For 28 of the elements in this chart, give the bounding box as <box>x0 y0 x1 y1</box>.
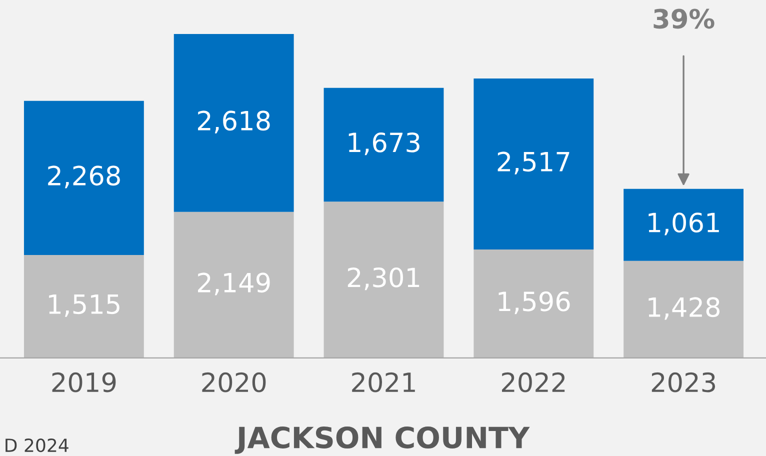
bar <box>624 260 744 358</box>
x-tick-label: 2021 <box>352 372 415 392</box>
bar <box>324 88 444 202</box>
data-label: 2,149 <box>198 272 270 296</box>
data-label: 1,596 <box>498 291 570 314</box>
x-tick-label: 2022 <box>502 372 565 392</box>
annotation: 39% <box>654 8 714 29</box>
data-label: 2,268 <box>48 166 120 188</box>
x-tick-label: 2020 <box>202 372 266 392</box>
bar <box>174 212 294 358</box>
text: JACKSON COUNTY <box>234 426 530 454</box>
x-tick-label: 2019 <box>52 372 116 392</box>
bar <box>24 100 144 256</box>
data-label: 1,515 <box>49 294 120 317</box>
data-label: 1,061 <box>648 212 719 236</box>
bar <box>174 34 294 212</box>
bar <box>624 188 744 261</box>
data-label: 2,618 <box>198 110 270 134</box>
data-label: 2,517 <box>498 152 570 174</box>
bar <box>24 255 144 358</box>
data-label: 1,673 <box>348 132 420 156</box>
data-label: 2,301 <box>348 267 420 290</box>
data-label: 1,428 <box>648 297 720 320</box>
bar <box>474 250 594 358</box>
x-tick-label: 2023 <box>652 372 716 392</box>
bar <box>474 78 594 250</box>
text: D 2024 <box>6 438 68 452</box>
bar <box>324 202 444 358</box>
